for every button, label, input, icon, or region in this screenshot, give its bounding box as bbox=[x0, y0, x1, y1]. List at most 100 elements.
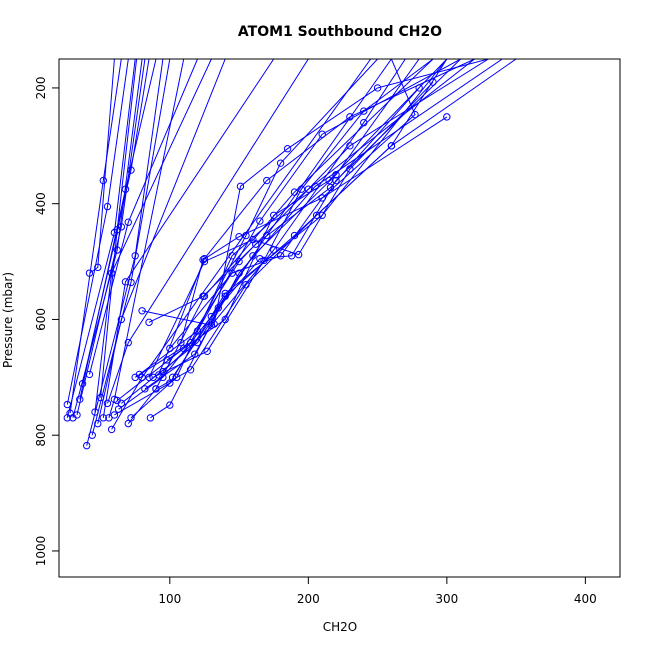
series-13 bbox=[94, 59, 226, 428]
data-point bbox=[124, 218, 132, 226]
series-line bbox=[150, 59, 448, 419]
series-line bbox=[100, 59, 138, 398]
series-10 bbox=[85, 59, 115, 277]
data-point bbox=[135, 370, 144, 379]
series-27 bbox=[138, 59, 406, 329]
data-point bbox=[94, 263, 102, 272]
data-point bbox=[121, 278, 130, 286]
data-point bbox=[96, 393, 105, 402]
data-point bbox=[290, 188, 299, 196]
series-line bbox=[97, 59, 226, 424]
data-point bbox=[297, 185, 306, 193]
x-axis: 100 200 300 400 bbox=[158, 576, 597, 606]
data-point bbox=[63, 400, 72, 409]
data-point bbox=[85, 269, 94, 277]
data-point bbox=[290, 231, 299, 240]
data-point bbox=[166, 401, 174, 409]
data-point bbox=[276, 252, 285, 260]
series-35 bbox=[163, 59, 448, 364]
series-line bbox=[158, 59, 475, 376]
series-29 bbox=[145, 84, 423, 327]
data-point bbox=[186, 366, 195, 374]
data-point bbox=[214, 304, 222, 312]
data-point bbox=[113, 226, 121, 234]
series-15 bbox=[99, 59, 275, 422]
series-33 bbox=[155, 59, 475, 379]
data-point bbox=[163, 356, 171, 364]
data-point bbox=[117, 315, 126, 324]
data-point bbox=[235, 269, 243, 277]
data-point bbox=[127, 414, 135, 422]
series-12 bbox=[91, 59, 212, 416]
data-point bbox=[443, 113, 451, 121]
data-point bbox=[159, 373, 167, 382]
data-point bbox=[332, 176, 340, 185]
data-point bbox=[124, 419, 132, 428]
data-point bbox=[294, 250, 303, 259]
data-point bbox=[113, 246, 121, 254]
data-point bbox=[85, 370, 94, 379]
data-point bbox=[203, 347, 211, 355]
data-point bbox=[114, 405, 123, 413]
series-5 bbox=[73, 59, 146, 419]
data-point bbox=[127, 166, 135, 174]
series-line bbox=[91, 59, 171, 436]
data-point bbox=[263, 231, 271, 240]
series-line bbox=[82, 59, 150, 384]
series-3 bbox=[66, 59, 122, 417]
series-line bbox=[108, 59, 185, 418]
plot-frame bbox=[58, 58, 621, 578]
data-point bbox=[145, 373, 153, 382]
series-line bbox=[166, 59, 448, 361]
series-line bbox=[107, 59, 309, 404]
data-point bbox=[387, 142, 396, 150]
series-line bbox=[69, 59, 122, 414]
series-37 bbox=[168, 59, 462, 382]
series-line bbox=[141, 59, 406, 326]
data-point bbox=[249, 235, 257, 244]
data-point bbox=[318, 211, 326, 219]
series-line bbox=[130, 59, 475, 419]
series-line bbox=[116, 59, 489, 401]
data-point bbox=[73, 411, 81, 419]
series-line bbox=[162, 59, 489, 372]
series-38 bbox=[145, 78, 437, 382]
series-line bbox=[180, 116, 448, 343]
series-line bbox=[155, 59, 517, 390]
data-point bbox=[360, 107, 368, 115]
data-point bbox=[325, 176, 333, 185]
series-line bbox=[152, 59, 434, 378]
x-tick-label: 400 bbox=[574, 592, 597, 606]
data-point bbox=[276, 159, 285, 167]
data-point bbox=[318, 130, 326, 138]
series-line bbox=[102, 59, 275, 418]
y-axis-label: Pressure (mbar) bbox=[1, 272, 15, 368]
data-point bbox=[270, 211, 278, 219]
series-34 bbox=[159, 59, 489, 376]
series-14 bbox=[96, 59, 138, 402]
data-point bbox=[124, 338, 132, 347]
series-24 bbox=[127, 59, 475, 422]
data-point bbox=[283, 145, 292, 153]
data-point bbox=[312, 211, 321, 219]
data-point bbox=[242, 231, 250, 240]
data-point bbox=[107, 425, 116, 434]
data-point bbox=[199, 256, 207, 264]
data-point bbox=[138, 307, 146, 315]
series-line bbox=[148, 87, 420, 323]
series-6 bbox=[76, 59, 157, 404]
series-line bbox=[118, 59, 392, 410]
data-point bbox=[193, 327, 202, 335]
y-tick-label: 800 bbox=[34, 424, 48, 447]
data-point bbox=[318, 194, 326, 202]
series-32 bbox=[152, 59, 517, 393]
y-tick-label: 200 bbox=[34, 76, 48, 99]
series-18 bbox=[105, 59, 185, 422]
data-point bbox=[107, 269, 116, 277]
data-point bbox=[173, 373, 181, 382]
series-line bbox=[148, 81, 434, 378]
data-point bbox=[141, 385, 149, 393]
data-point bbox=[256, 217, 264, 225]
series-39 bbox=[177, 113, 451, 347]
